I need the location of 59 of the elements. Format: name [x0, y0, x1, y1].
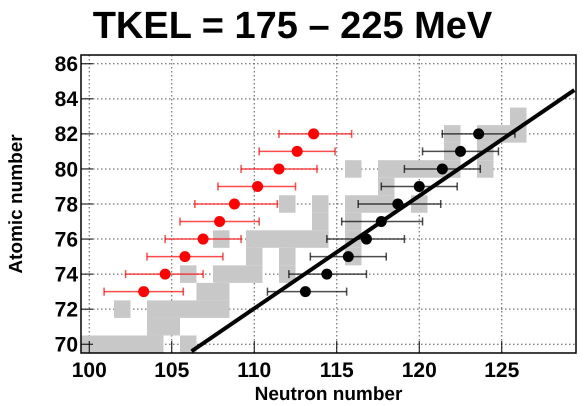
point — [436, 163, 448, 174]
point — [147, 300, 164, 318]
point — [345, 212, 362, 230]
point — [180, 265, 196, 283]
y-tick-label: 86 — [54, 53, 78, 76]
point — [196, 282, 213, 300]
y-tick-label: 74 — [54, 263, 78, 286]
x-tick-label: 110 — [237, 359, 272, 382]
y-tick-label: 80 — [54, 158, 78, 182]
x-axis-title: Neutron number — [254, 384, 403, 405]
y-axis-title: Atomic number — [6, 134, 27, 274]
y-tick-label: 82 — [54, 123, 78, 146]
point — [345, 195, 362, 213]
point — [114, 300, 130, 318]
x-tick-label: 105 — [154, 359, 190, 382]
point — [378, 160, 394, 178]
point — [138, 286, 150, 298]
point — [292, 146, 303, 157]
point — [473, 128, 484, 140]
point — [214, 216, 226, 228]
point — [164, 318, 180, 336]
point — [179, 251, 190, 262]
point — [300, 286, 311, 298]
x-tick-label: 100 — [72, 359, 107, 382]
point — [274, 163, 284, 174]
point — [246, 248, 262, 266]
point — [213, 265, 230, 283]
x-tick-label: 125 — [484, 359, 520, 382]
point — [246, 230, 262, 248]
point — [279, 248, 296, 266]
point — [321, 268, 332, 280]
point — [213, 282, 230, 300]
point — [477, 160, 494, 178]
point — [312, 230, 328, 248]
chart-title: TKEL = 175 – 225 MeV — [92, 5, 493, 47]
y-tick-label: 84 — [54, 88, 78, 112]
point — [414, 180, 425, 192]
point — [252, 180, 264, 192]
point — [444, 125, 460, 143]
x-tick-label: 115 — [320, 359, 354, 382]
point — [198, 234, 209, 245]
point — [308, 128, 320, 140]
point — [246, 265, 262, 283]
point — [312, 195, 328, 213]
point — [279, 195, 296, 213]
y-tick-label: 72 — [54, 298, 78, 322]
y-tick-label: 78 — [54, 193, 78, 216]
point — [455, 146, 466, 157]
point — [228, 198, 240, 210]
x-tick-label: 120 — [402, 359, 437, 382]
point — [312, 212, 328, 230]
point — [160, 268, 171, 280]
point — [213, 300, 230, 318]
point — [213, 230, 230, 248]
point — [360, 234, 372, 245]
y-tick-label: 76 — [54, 228, 78, 252]
y-tick-label: 70 — [54, 334, 78, 357]
point — [345, 160, 362, 178]
point — [510, 108, 526, 126]
